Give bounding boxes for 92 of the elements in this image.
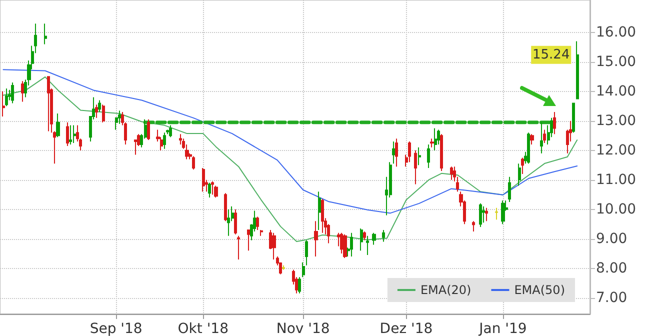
candlestick xyxy=(366,235,369,256)
candlestick xyxy=(256,216,259,230)
candlestick xyxy=(530,134,534,145)
candlestick xyxy=(382,229,385,242)
candlestick xyxy=(247,229,250,252)
candlestick xyxy=(518,163,521,186)
candlestick xyxy=(56,113,60,138)
candlestick xyxy=(414,150,417,185)
candlestick xyxy=(321,198,324,234)
candlestick xyxy=(102,104,105,123)
candlestick xyxy=(440,134,443,172)
y-tick-label: 9.00 xyxy=(596,230,628,247)
annotation: 15.24 xyxy=(532,47,570,62)
candlestick xyxy=(202,168,205,192)
candlestick xyxy=(208,182,211,198)
candlestick xyxy=(47,76,50,132)
candlestick xyxy=(69,124,72,145)
candlestick xyxy=(527,132,530,164)
candlestick xyxy=(363,230,366,241)
candlestick xyxy=(340,232,343,254)
candlestick xyxy=(224,192,227,222)
candlestick xyxy=(44,23,47,45)
x-tick-label: Nov '18 xyxy=(276,321,330,336)
candlestick xyxy=(260,229,263,236)
candlestick xyxy=(543,129,546,144)
candlestick xyxy=(237,235,240,260)
candlestick xyxy=(508,176,511,202)
candlestick xyxy=(501,200,505,225)
candlestick xyxy=(392,141,395,164)
candlestick xyxy=(5,88,8,107)
x-tick-label: Jan '19 xyxy=(478,321,527,336)
line-series xyxy=(2,69,578,214)
candlestick xyxy=(11,82,14,104)
y-tick-label: 14.00 xyxy=(596,83,636,100)
y-tick-label: 11.00 xyxy=(596,172,636,188)
candlestick xyxy=(372,232,376,246)
candlestick xyxy=(192,156,195,170)
candlestick xyxy=(314,220,318,258)
candlestick xyxy=(430,138,434,148)
candlestick xyxy=(395,138,398,168)
candlestick xyxy=(572,102,575,134)
candlestick xyxy=(495,207,498,220)
y-tick-label: 8.00 xyxy=(596,260,628,276)
candlestick xyxy=(408,141,411,163)
candlestick xyxy=(298,276,301,294)
candlestick xyxy=(482,206,485,224)
candlestick xyxy=(302,262,305,278)
line-series xyxy=(2,76,578,242)
candlestick xyxy=(418,146,421,166)
x-tick-label: Okt '18 xyxy=(178,321,228,336)
y-tick-label: 12.00 xyxy=(596,142,636,158)
candlestick xyxy=(147,118,150,141)
candlestick xyxy=(211,180,214,196)
candlestick xyxy=(73,124,76,144)
y-tick-label: 16.00 xyxy=(596,24,636,40)
candlestick xyxy=(318,191,321,230)
candlestick xyxy=(272,232,276,260)
x-tick-label: Sep '18 xyxy=(90,321,142,336)
candlestick xyxy=(166,129,169,135)
candlestick xyxy=(214,185,218,198)
candlestick xyxy=(179,134,182,145)
candlestick xyxy=(450,166,453,180)
candlestick xyxy=(485,207,488,222)
y-tick-label: 10.00 xyxy=(596,201,636,218)
x-tick-label: Dez '18 xyxy=(380,321,433,336)
candlestick xyxy=(521,157,524,174)
candlestick xyxy=(98,100,101,113)
candlestick xyxy=(227,208,230,236)
candlestick xyxy=(479,202,482,228)
y-tick-label: 7.00 xyxy=(596,290,628,306)
candlestick xyxy=(282,264,285,270)
candlestick xyxy=(163,132,166,150)
candlestick xyxy=(2,90,5,117)
legend-label: EMA(50) xyxy=(514,283,566,297)
y-tick-label: 15.00 xyxy=(596,54,636,70)
candlestick xyxy=(350,232,353,258)
candlestick xyxy=(305,240,308,266)
candlestick xyxy=(169,124,172,138)
legend-label: EMA(20) xyxy=(420,283,472,297)
candlestick xyxy=(95,104,98,118)
candlestick xyxy=(540,122,543,154)
y-tick-label: 13.00 xyxy=(596,112,636,129)
candlestick xyxy=(66,122,69,146)
candlestick xyxy=(472,220,475,232)
candlestick xyxy=(434,128,437,151)
candlestick xyxy=(360,228,363,252)
candlestick xyxy=(576,40,579,100)
candlestick xyxy=(21,80,24,102)
candlestick xyxy=(427,144,430,169)
candlestick xyxy=(553,112,556,135)
candlestick xyxy=(234,208,237,235)
candlestick xyxy=(343,234,347,258)
